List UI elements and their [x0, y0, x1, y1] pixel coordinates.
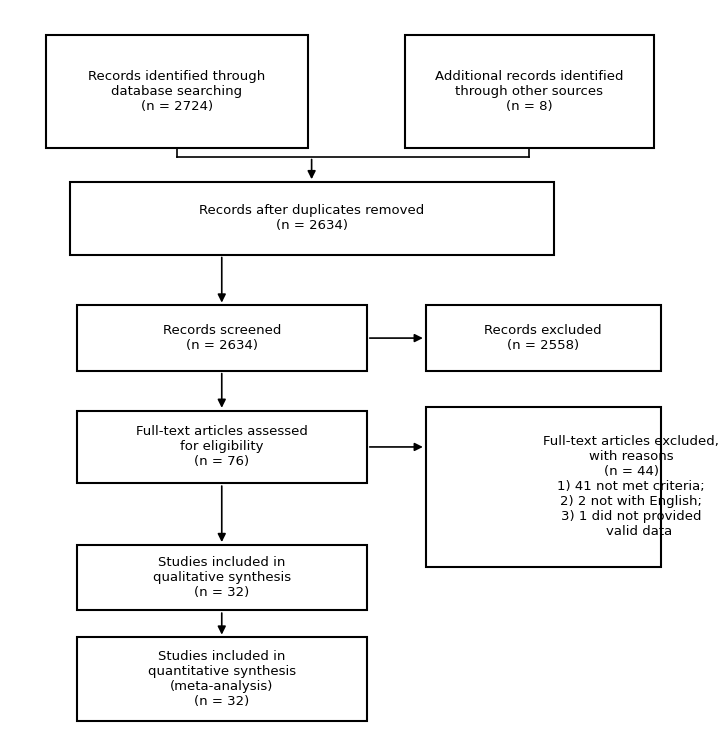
Text: Records excluded
(n = 2558): Records excluded (n = 2558) — [485, 324, 602, 352]
FancyBboxPatch shape — [76, 411, 367, 483]
FancyBboxPatch shape — [45, 35, 308, 147]
FancyBboxPatch shape — [76, 545, 367, 610]
Text: Studies included in
quantitative synthesis
(meta-analysis)
(n = 32): Studies included in quantitative synthes… — [148, 650, 296, 708]
Text: Records after duplicates removed
(n = 2634): Records after duplicates removed (n = 26… — [199, 204, 424, 232]
Text: Additional records identified
through other sources
(n = 8): Additional records identified through ot… — [435, 70, 624, 113]
FancyBboxPatch shape — [426, 407, 661, 567]
Text: Records screened
(n = 2634): Records screened (n = 2634) — [163, 324, 281, 352]
FancyBboxPatch shape — [70, 182, 554, 255]
FancyBboxPatch shape — [426, 305, 661, 370]
Text: Records identified through
database searching
(n = 2724): Records identified through database sear… — [89, 70, 266, 113]
Text: Full-text articles assessed
for eligibility
(n = 76): Full-text articles assessed for eligibil… — [136, 426, 307, 469]
FancyBboxPatch shape — [405, 35, 654, 147]
Text: Studies included in
qualitative synthesis
(n = 32): Studies included in qualitative synthesi… — [153, 556, 291, 599]
FancyBboxPatch shape — [76, 305, 367, 370]
FancyBboxPatch shape — [76, 637, 367, 721]
Text: Full-text articles excluded,
with reasons
(n = 44)
1) 41 not met criteria;
2) 2 : Full-text articles excluded, with reason… — [543, 435, 719, 538]
